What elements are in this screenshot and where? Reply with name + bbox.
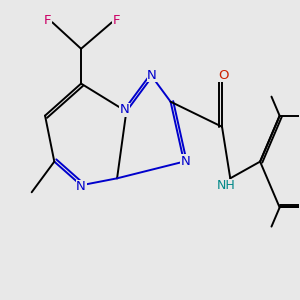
Text: N: N [120, 103, 130, 116]
Text: F: F [112, 14, 120, 27]
Text: N: N [147, 69, 157, 82]
Text: N: N [181, 155, 190, 168]
Text: NH: NH [216, 179, 235, 192]
Text: F: F [44, 14, 52, 27]
Text: O: O [218, 68, 229, 82]
Text: N: N [76, 180, 86, 193]
